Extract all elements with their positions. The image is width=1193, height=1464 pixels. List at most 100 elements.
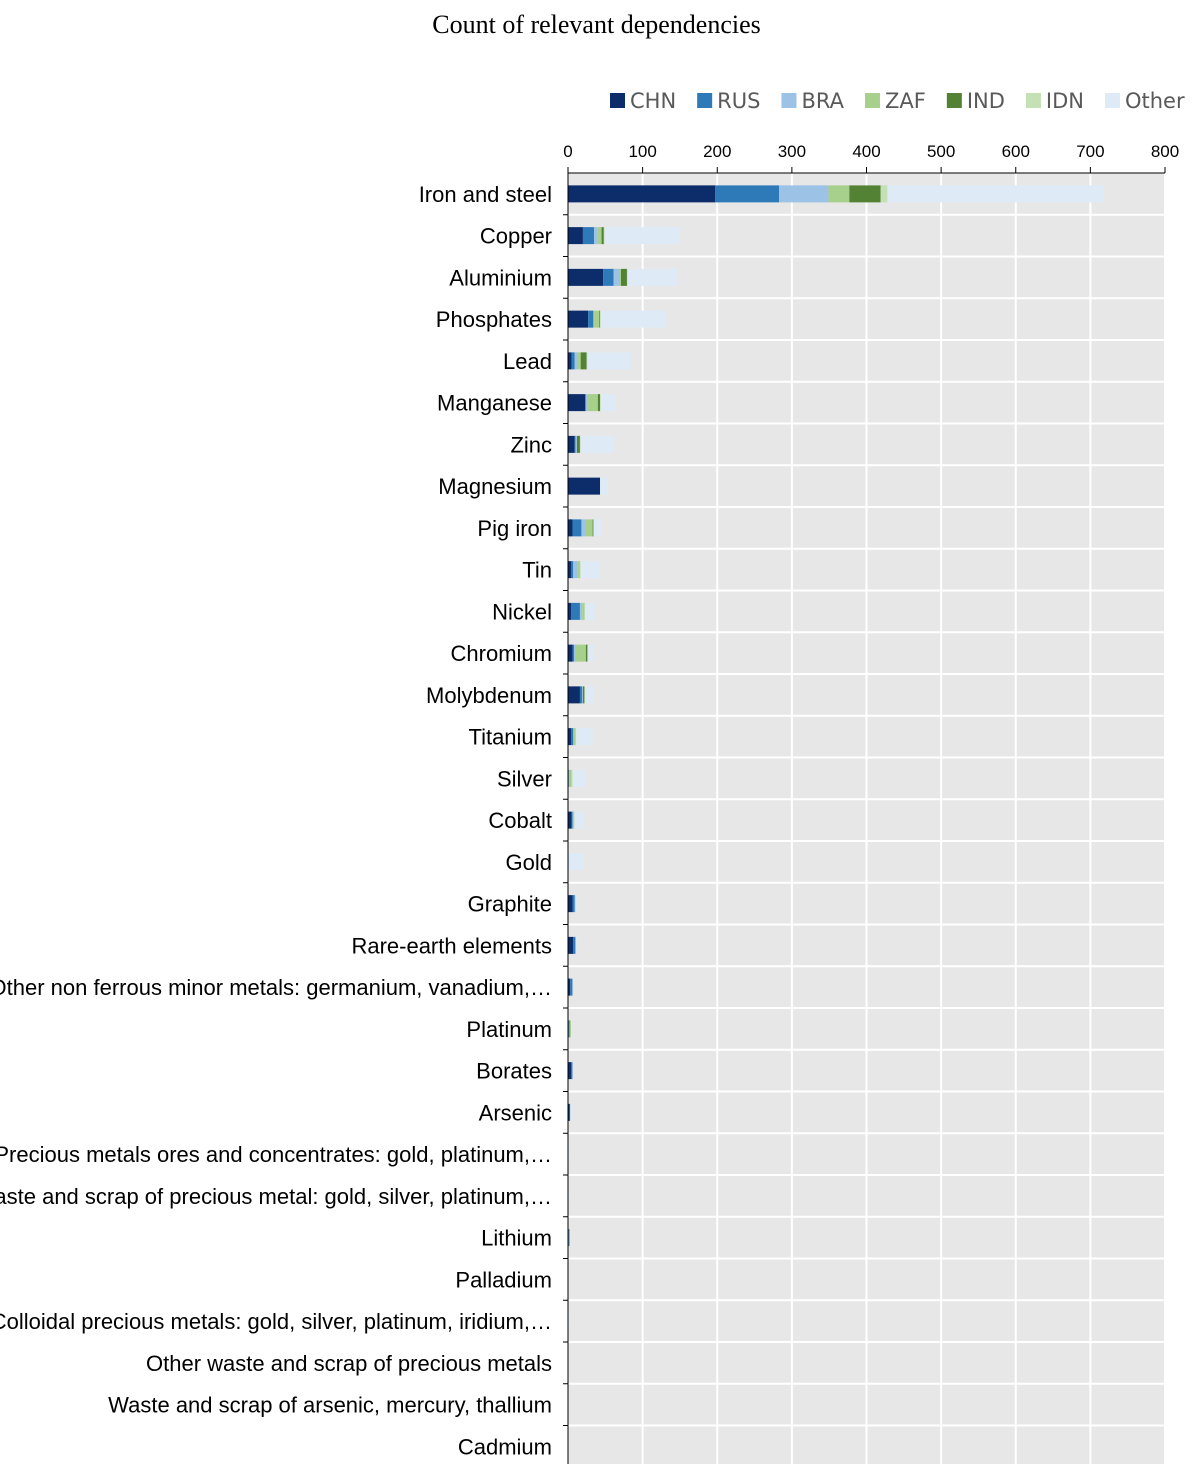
bar-segment-zaf [594,310,600,328]
category-label: Nickel [492,599,552,624]
bar-segment-bra [579,602,583,620]
bar-segment-other [627,268,677,286]
bar-segment-chn [568,268,604,286]
bar-segment-ind [585,644,588,662]
bar-segment-chn [568,1062,571,1080]
category-label: Other waste and scrap of precious metals [146,1351,552,1376]
bar-segment-rus [570,1062,573,1080]
category-label: Precious metals ores and concentrates: g… [0,1142,552,1167]
bar-segment-rus [573,936,576,954]
bar-segment-idn [579,561,581,579]
category-label: Rare-earth elements [351,933,552,958]
bar-segment-bra [613,268,620,286]
bar-segment-other [600,310,666,328]
x-tick-label: 200 [703,142,731,161]
category-label: Lithium [481,1226,552,1251]
bar-segment-bra [573,644,576,662]
category-label: Lead [503,349,552,374]
bar-segment-idn [579,435,581,453]
bar-segment-bra [581,519,586,537]
category-label: Waste and scrap of precious metal: gold,… [0,1184,552,1209]
bar-segment-zaf [569,1020,571,1038]
legend-swatch [946,93,962,108]
legend-label: RUS [717,89,760,113]
bar-segment-chn [568,185,716,203]
bar-segment-bra [779,185,829,203]
bar-segment-other [572,1062,574,1080]
x-tick-label: 800 [1151,142,1179,161]
bar-segment-chn [568,435,575,453]
bar-segment-ind [620,268,627,286]
bar-segment-idn [600,394,601,412]
x-tick-label: 600 [1002,142,1030,161]
x-ticks: 0 100 200 300 400 500 600 700 800 [563,142,1179,173]
category-label: Phosphates [436,307,552,332]
legend-item-ind: IND [946,89,1005,113]
x-tick-label: 500 [927,142,955,161]
bar-segment-chn [568,811,572,829]
bar-segment-other [576,728,593,746]
bar-segment-chn [568,394,586,412]
category-label: Iron and steel [419,182,552,207]
bar-segment-rus [588,310,594,328]
bar-segment-idn [584,686,586,704]
category-label: Copper [480,224,552,249]
bar-segment-chn [568,602,571,620]
bar-segment-rus [574,435,576,453]
bar-segment-chn [568,310,589,328]
bar-segment-idn [571,769,573,787]
bar-segment-idn [575,728,577,746]
bar-segment-zaf [597,227,602,245]
bar-segment-other [580,561,601,579]
bar-segment-bra [585,394,588,412]
category-label: Chromium [451,641,552,666]
x-tick-label: 300 [778,142,806,161]
bar-segment-ind [592,519,594,537]
bar-segment-idn [880,185,888,203]
bar-segment-chn [568,644,573,662]
bar-segment-ind [599,310,601,328]
legend-label: CHN [630,89,676,113]
x-tick-label: 100 [628,142,656,161]
bar-segment-idn [573,811,575,829]
bar-segment-other [587,352,631,370]
bar-segment-bra [594,227,598,245]
bar-segment-other [568,853,584,871]
bar-segment-other [568,1312,570,1330]
bar-segment-other [600,477,608,495]
category-label: Aluminium [449,265,552,290]
bar-segment-chn [568,477,601,495]
category-label: Silver [497,766,552,791]
category-label: Tin [522,558,552,583]
category-label: Zinc [510,432,552,457]
legend-label: ZAF [885,89,926,113]
bar-segment-rus [570,728,574,746]
bar-segment-idn [584,602,586,620]
category-label: Pig iron [477,516,552,541]
bar-segment-ind [576,435,580,453]
bar-segment-chn [568,519,573,537]
chart-title: Count of relevant dependencies [432,10,761,39]
category-label: Platinum [466,1017,552,1042]
bar-segment-bra [573,561,578,579]
bar-segment-rus [715,185,780,203]
bar-segment-other [580,435,615,453]
legend-label: Other [1125,89,1185,113]
bar-segment-other [600,394,616,412]
x-tick-label: 400 [852,142,880,161]
bar-segment-zaf [576,352,581,370]
x-tick-label: 0 [563,142,572,161]
category-label: Cobalt [488,808,552,833]
bar-segment-other [570,1020,572,1038]
bars [568,185,1104,1330]
bar-segment-bra [574,895,576,913]
bar-segment-bra [593,310,595,328]
category-label: Magnesium [438,474,552,499]
bar-segment-rus [603,268,614,286]
bar-segment-chn [568,728,571,746]
bar-segment-rus [570,978,573,996]
gridlines [563,173,1166,1464]
bar-segment-rus [571,811,573,829]
bar-segment-other [887,185,1104,203]
